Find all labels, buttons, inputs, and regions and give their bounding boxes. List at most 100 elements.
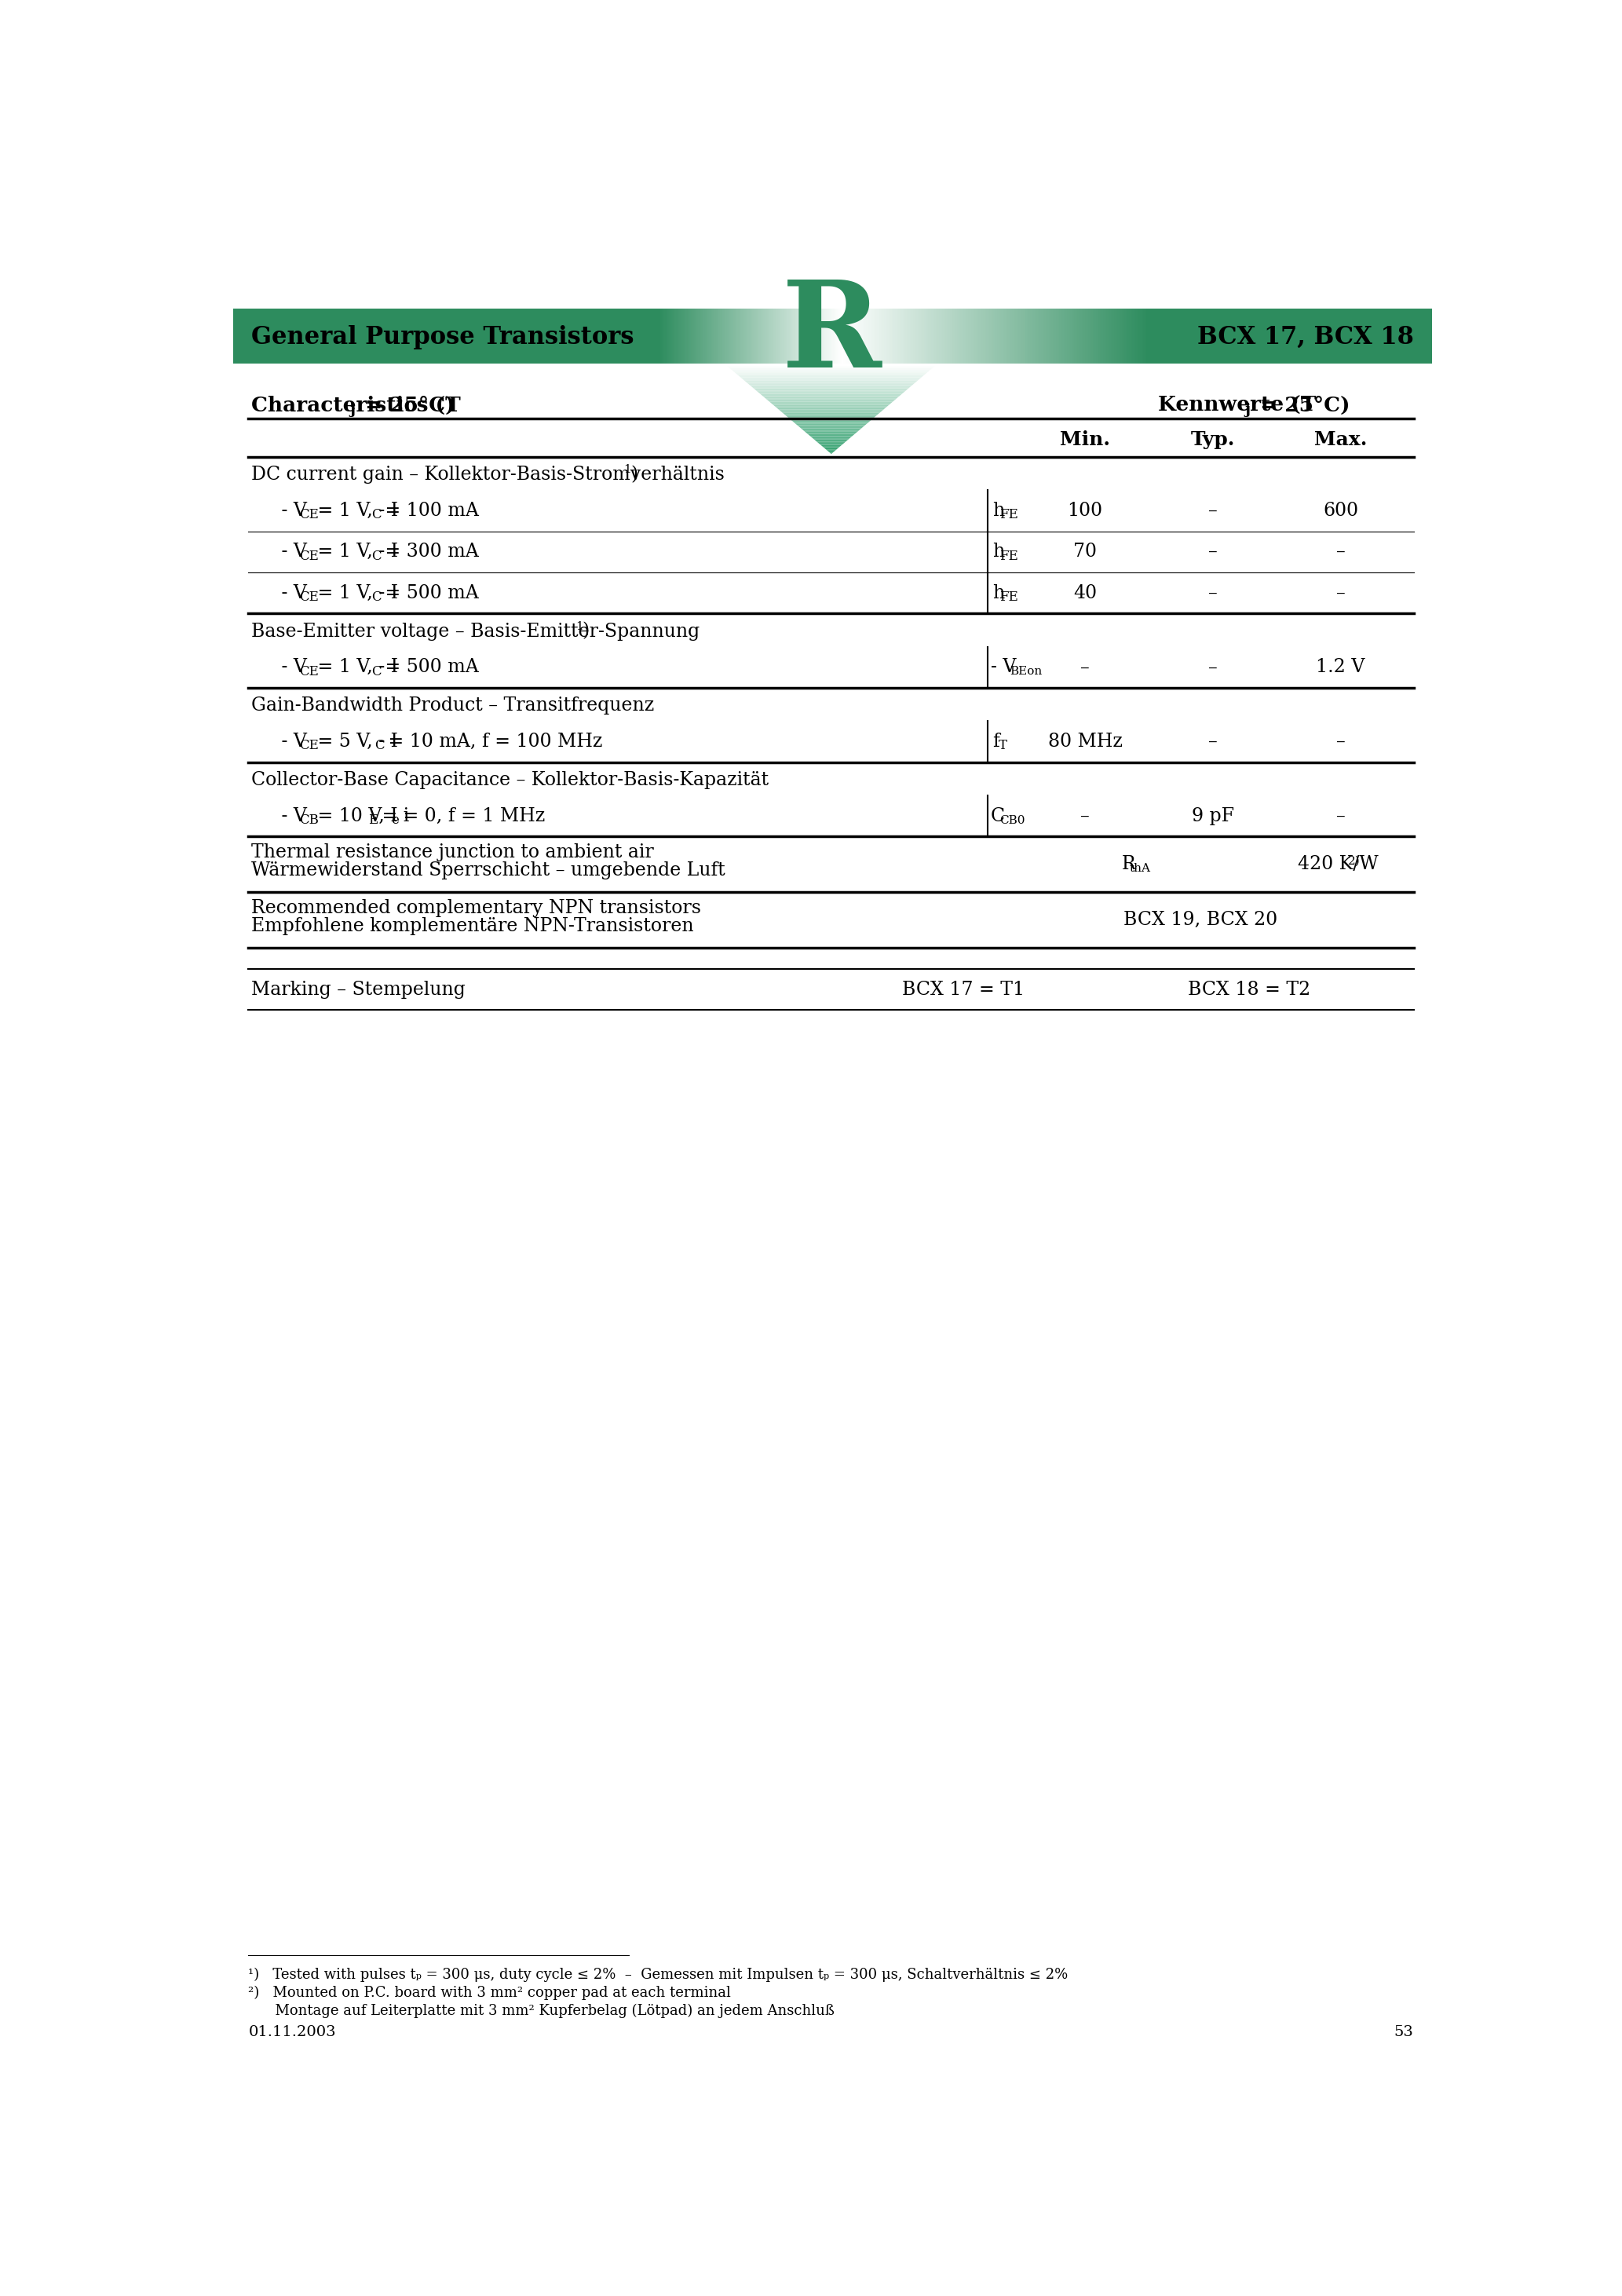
Text: ²)   Mounted on P.C. board with 3 mm² copper pad at each terminal: ²) Mounted on P.C. board with 3 mm² copp… <box>248 1986 732 2000</box>
Text: 9 pF: 9 pF <box>1192 806 1234 824</box>
Text: R: R <box>782 276 881 393</box>
Text: BCX 18 = T2: BCX 18 = T2 <box>1187 980 1311 999</box>
Text: CB0: CB0 <box>999 815 1025 827</box>
Text: 1: 1 <box>624 464 631 475</box>
Text: CE: CE <box>300 549 320 563</box>
Text: 420 K/W: 420 K/W <box>1298 856 1379 872</box>
Bar <box>234 308 659 363</box>
Text: = 500 mA: = 500 mA <box>380 583 478 602</box>
Text: j: j <box>349 402 355 418</box>
Text: 1.2 V: 1.2 V <box>1315 659 1366 677</box>
Text: h: h <box>993 503 1004 519</box>
Text: Collector-Base Capacitance – Kollektor-Basis-Kapazität: Collector-Base Capacitance – Kollektor-B… <box>251 771 769 790</box>
Text: - V: - V <box>991 659 1015 677</box>
Text: BCX 17, BCX 18: BCX 17, BCX 18 <box>1197 326 1413 349</box>
Text: Wärmewiderstand Sperrschicht – umgebende Luft: Wärmewiderstand Sperrschicht – umgebende… <box>251 861 725 879</box>
Text: BEon: BEon <box>1009 666 1041 677</box>
Text: FE: FE <box>999 507 1019 521</box>
Text: h: h <box>993 583 1004 602</box>
Text: thA: thA <box>1129 863 1150 875</box>
Text: –: – <box>1208 732 1218 751</box>
Text: –: – <box>1337 542 1345 560</box>
Text: –: – <box>1208 503 1218 519</box>
Text: 01.11.2003: 01.11.2003 <box>248 2025 336 2039</box>
Text: Characteristics (T: Characteristics (T <box>251 395 461 416</box>
Text: –: – <box>1337 732 1345 751</box>
Text: - V: - V <box>276 503 307 519</box>
Text: –: – <box>1337 806 1345 824</box>
Text: = 10 mA, f = 100 MHz: = 10 mA, f = 100 MHz <box>383 732 602 751</box>
Text: R: R <box>1121 856 1135 872</box>
Text: –: – <box>1208 583 1218 602</box>
Text: = 1 V, - I: = 1 V, - I <box>311 542 397 560</box>
Text: - V: - V <box>276 732 307 751</box>
Text: FE: FE <box>999 549 1019 563</box>
Text: - V: - V <box>276 583 307 602</box>
Text: CE: CE <box>300 590 320 604</box>
Text: Base-Emitter voltage – Basis-Emitter-Spannung: Base-Emitter voltage – Basis-Emitter-Spa… <box>251 622 701 641</box>
Text: CE: CE <box>300 507 320 521</box>
Text: = 25°C): = 25°C) <box>358 395 454 416</box>
Text: Marking – Stempelung: Marking – Stempelung <box>251 980 466 999</box>
Text: = 500 mA: = 500 mA <box>380 659 478 677</box>
Text: 80 MHz: 80 MHz <box>1048 732 1122 751</box>
Text: Typ.: Typ. <box>1191 429 1234 448</box>
Text: C: C <box>991 806 1006 824</box>
Text: - V: - V <box>276 659 307 677</box>
Text: E: E <box>368 813 378 827</box>
Text: 53: 53 <box>1393 2025 1413 2039</box>
Text: = i: = i <box>376 806 409 824</box>
Text: Gain-Bandwidth Product – Transitfrequenz: Gain-Bandwidth Product – Transitfrequenz <box>251 696 654 714</box>
Text: C: C <box>371 666 381 677</box>
Text: Max.: Max. <box>1314 429 1367 448</box>
Bar <box>1145 308 1432 363</box>
Text: ): ) <box>582 622 589 641</box>
Text: C: C <box>371 590 381 604</box>
Text: BCX 17 = T1: BCX 17 = T1 <box>902 980 1025 999</box>
Text: CB: CB <box>300 813 320 827</box>
Text: Recommended complementary NPN transistors: Recommended complementary NPN transistor… <box>251 900 701 916</box>
Text: = 100 mA: = 100 mA <box>380 503 478 519</box>
Text: –: – <box>1080 806 1090 824</box>
Text: h: h <box>993 542 1004 560</box>
Text: –: – <box>1337 583 1345 602</box>
Text: f: f <box>993 732 999 751</box>
Text: 2): 2) <box>1348 856 1359 866</box>
Text: Min.: Min. <box>1059 429 1109 448</box>
Text: CE: CE <box>300 739 320 753</box>
Text: = 10 V, I: = 10 V, I <box>311 806 397 824</box>
Text: e: e <box>391 813 399 827</box>
Text: 100: 100 <box>1067 503 1103 519</box>
Text: = 25°C): = 25°C) <box>1252 395 1350 416</box>
Text: DC current gain – Kollektor-Basis-Stromverhältnis: DC current gain – Kollektor-Basis-Stromv… <box>251 466 725 484</box>
Text: Thermal resistance junction to ambient air: Thermal resistance junction to ambient a… <box>251 843 654 861</box>
Text: = 300 mA: = 300 mA <box>380 542 478 560</box>
Text: 1: 1 <box>576 620 582 631</box>
Text: C: C <box>371 549 381 563</box>
Text: Kennwerte (T: Kennwerte (T <box>1158 395 1315 416</box>
Text: = 1 V, - I: = 1 V, - I <box>311 503 397 519</box>
Text: = 1 V, - I: = 1 V, - I <box>311 583 397 602</box>
Text: - V: - V <box>276 806 307 824</box>
Text: –: – <box>1208 542 1218 560</box>
Text: T: T <box>999 739 1007 753</box>
Text: FE: FE <box>999 590 1019 604</box>
Text: = 1 V, - I: = 1 V, - I <box>311 659 397 677</box>
Text: ): ) <box>631 466 637 484</box>
Text: - V: - V <box>276 542 307 560</box>
Text: C: C <box>371 507 381 521</box>
Text: Empfohlene komplementäre NPN-Transistoren: Empfohlene komplementäre NPN-Transistore… <box>251 916 694 934</box>
Text: ¹)   Tested with pulses tₚ = 300 μs, duty cycle ≤ 2%  –  Gemessen mit Impulsen t: ¹) Tested with pulses tₚ = 300 μs, duty … <box>248 1968 1069 1981</box>
Text: = 0, f = 1 MHz: = 0, f = 1 MHz <box>397 806 545 824</box>
Text: General Purpose Transistors: General Purpose Transistors <box>251 326 634 349</box>
Text: 70: 70 <box>1074 542 1096 560</box>
Text: j: j <box>1244 402 1251 418</box>
Text: 40: 40 <box>1074 583 1096 602</box>
Text: CE: CE <box>300 666 320 677</box>
Text: –: – <box>1208 659 1218 677</box>
Text: Montage auf Leiterplatte mit 3 mm² Kupferbelag (Lötpad) an jedem Anschluß: Montage auf Leiterplatte mit 3 mm² Kupfe… <box>248 2004 835 2018</box>
Text: BCX 19, BCX 20: BCX 19, BCX 20 <box>1124 912 1278 930</box>
Text: –: – <box>1080 659 1090 677</box>
Text: C: C <box>375 739 384 753</box>
Text: = 5 V, - I: = 5 V, - I <box>311 732 397 751</box>
